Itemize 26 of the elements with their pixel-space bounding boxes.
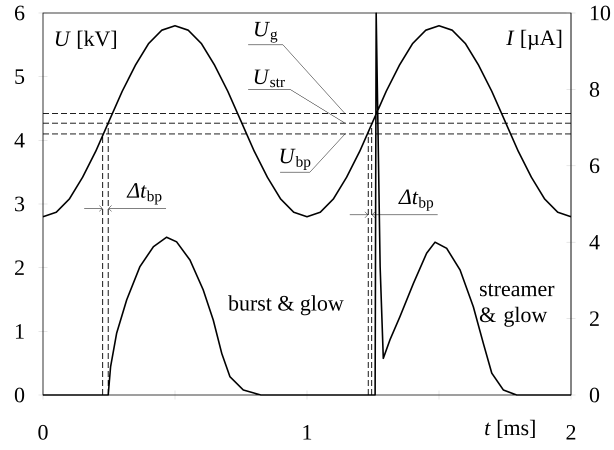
annotation: Δt$_{bp}$: [398, 190, 434, 211]
annotation: streamer & glow: [480, 284, 554, 327]
ref-line-label: U$_{str}$: [254, 70, 285, 88]
annotation: burst & glow: [228, 295, 344, 316]
y2-tick-label: 6: [590, 158, 600, 174]
y2-tick-label: 8: [590, 82, 600, 97]
y-tick-label: 1: [16, 324, 24, 339]
ref-line-label: U$_{g}$: [254, 22, 278, 43]
x-tick-label: 1: [303, 425, 312, 440]
y-tick-label: 0: [14, 388, 24, 402]
x-tick-label: 2: [566, 424, 576, 440]
x-axis-title: t [ms]: [485, 420, 535, 438]
y-tick-label: 6: [14, 6, 24, 20]
y2-tick-label: 10: [590, 6, 610, 20]
y2-tick-label: 4: [589, 234, 600, 250]
y-tick-label: 2: [15, 260, 24, 275]
y-tick-label: 5: [15, 69, 24, 84]
ref-line-label: U$_{bp}$: [280, 148, 310, 170]
y-tick-label: 3: [15, 196, 24, 212]
y-axis-title: U [kV]: [56, 30, 116, 49]
annotation: Δt$_{bp}$: [126, 183, 162, 204]
y2-tick-label: 0: [590, 388, 600, 402]
x-tick-label: 0: [38, 424, 48, 440]
y2-tick-label: 2: [590, 311, 599, 326]
y-tick-label: 4: [14, 133, 25, 148]
y2-axis-title: I [µA]: [506, 30, 562, 50]
